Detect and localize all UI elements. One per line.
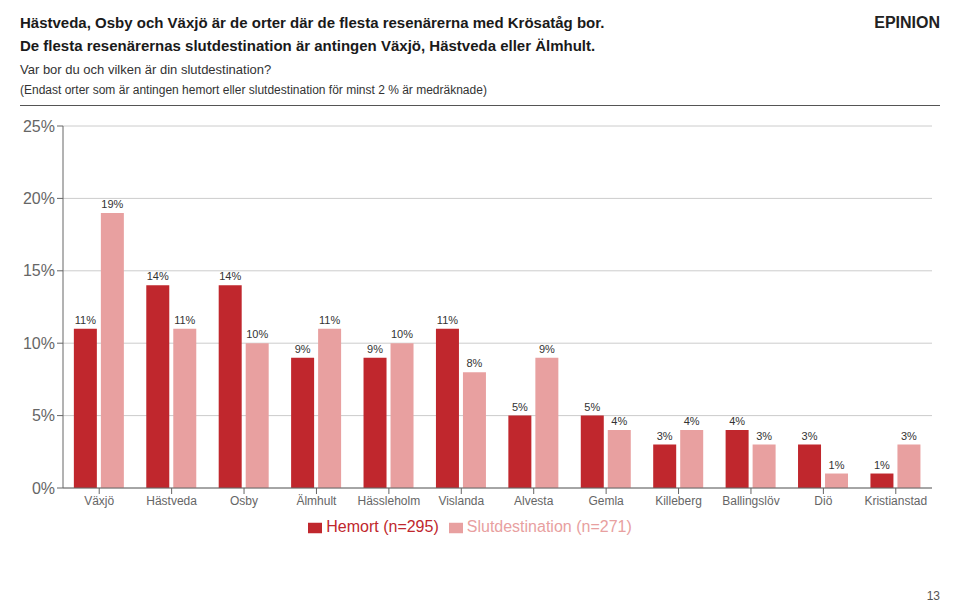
- svg-text:3%: 3%: [756, 430, 772, 442]
- svg-text:Gemla: Gemla: [588, 494, 624, 508]
- svg-text:4%: 4%: [611, 415, 627, 427]
- svg-text:0%: 0%: [32, 480, 55, 497]
- html-text:Var bor du och vilken är din s: Var bor du och vilken är din slutdestina…: [20, 62, 272, 77]
- svg-text:14%: 14%: [219, 270, 241, 282]
- svg-text:5%: 5%: [584, 401, 600, 413]
- svg-text:4%: 4%: [729, 415, 745, 427]
- svg-text:Osby: Osby: [230, 494, 258, 508]
- svg-text:3%: 3%: [657, 430, 673, 442]
- html-text:Hemort (n=295): Hemort (n=295): [326, 518, 439, 535]
- svg-text:4%: 4%: [684, 415, 700, 427]
- svg-text:9%: 9%: [539, 343, 555, 355]
- svg-text:11%: 11%: [75, 314, 96, 326]
- svg-text:11%: 11%: [319, 314, 340, 326]
- svg-text:10%: 10%: [391, 328, 413, 340]
- svg-text:1%: 1%: [874, 459, 890, 471]
- svg-text:Vislanda: Vislanda: [438, 494, 484, 508]
- svg-text:9%: 9%: [367, 343, 383, 355]
- svg-text:3%: 3%: [802, 430, 818, 442]
- svg-text:9%: 9%: [295, 343, 311, 355]
- svg-text:8%: 8%: [466, 357, 482, 369]
- svg-text:14%: 14%: [147, 270, 169, 282]
- svg-text:1%: 1%: [829, 459, 845, 471]
- svg-text:20%: 20%: [23, 190, 55, 207]
- svg-text:5%: 5%: [32, 407, 55, 424]
- html-text:De flesta resenärernas slutdes: De flesta resenärernas slutdestination ä…: [20, 37, 596, 54]
- svg-text:5%: 5%: [512, 401, 528, 413]
- svg-text:Hästveda: Hästveda: [146, 494, 197, 508]
- svg-text:15%: 15%: [23, 262, 55, 279]
- svg-text:19%: 19%: [101, 198, 123, 210]
- html-text:Hästveda, Osby och Växjö är de: Hästveda, Osby och Växjö är de orter där…: [20, 14, 605, 31]
- svg-text:Kristianstad: Kristianstad: [864, 494, 927, 508]
- svg-text:10%: 10%: [246, 328, 268, 340]
- svg-text:3%: 3%: [901, 430, 917, 442]
- html-text:EPINION: EPINION: [874, 14, 940, 31]
- svg-text:Älmhult: Älmhult: [296, 494, 337, 508]
- html-text:Slutdestination (n=271): Slutdestination (n=271): [466, 518, 632, 535]
- html-text:(Endast orter som är antingen: (Endast orter som är antingen hemort ell…: [20, 83, 487, 97]
- svg-text:Alvesta: Alvesta: [514, 494, 554, 508]
- html-text:13: 13: [926, 589, 940, 603]
- svg-text:Diö: Diö: [814, 494, 832, 508]
- svg-text:11%: 11%: [437, 314, 458, 326]
- svg-text:Killeberg: Killeberg: [655, 494, 702, 508]
- svg-text:10%: 10%: [23, 335, 55, 352]
- svg-text:25%: 25%: [23, 118, 55, 135]
- svg-text:11%: 11%: [174, 314, 195, 326]
- svg-text:Växjö: Växjö: [84, 494, 114, 508]
- svg-text:Ballingslöv: Ballingslöv: [722, 494, 779, 508]
- svg-text:Hässleholm: Hässleholm: [358, 494, 421, 508]
